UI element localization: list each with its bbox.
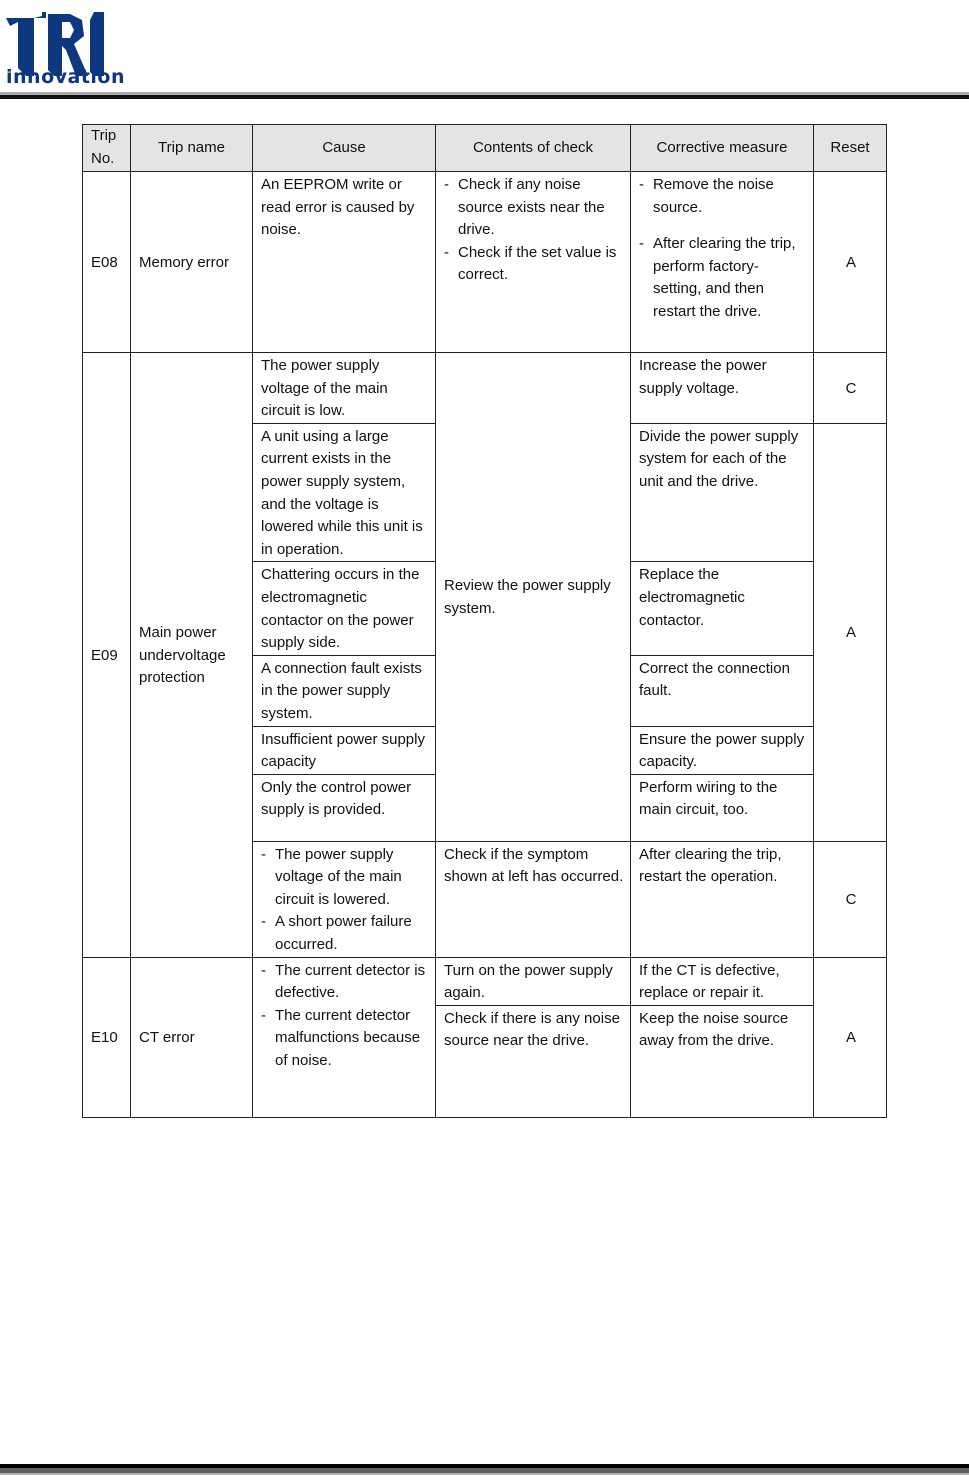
trip-no: E10: [82, 956, 131, 1118]
check: Turn on the power supply again.: [435, 956, 631, 1006]
cause: The power supply voltage of the main cir…: [252, 352, 436, 424]
list-item: After clearing the trip, perform factory…: [639, 233, 807, 323]
col-header-trip-name: Trip name: [130, 124, 253, 172]
trip-name: Main power undervoltage protection: [130, 352, 253, 958]
check: Review the power supply system.: [435, 352, 631, 842]
reset: C: [813, 352, 887, 424]
measure: Increase the power supply voltage.: [630, 352, 814, 424]
table-header-row: Trip No. Trip name Cause Contents of che…: [82, 124, 887, 172]
footer-rule: [0, 1464, 969, 1468]
cause: A connection fault exists in the power s…: [252, 654, 436, 727]
header-rule: [0, 95, 969, 99]
header-rule: [0, 92, 969, 95]
measure: If the CT is defective, replace or repai…: [630, 956, 814, 1006]
list-item: Remove the noise source.: [639, 174, 807, 219]
col-header-reset: Reset: [813, 124, 887, 172]
list-item: Check if any noise source exists near th…: [444, 174, 624, 242]
check: Check if the symptom shown at left has o…: [435, 840, 631, 958]
col-header-trip-no: Trip No.: [82, 124, 131, 172]
cause: Chattering occurs in the electromagnetic…: [252, 561, 436, 656]
list-item: The current detector malfunctions becaus…: [261, 1005, 429, 1073]
trip-table: Trip No. Trip name Cause Contents of che…: [82, 124, 887, 1118]
trip-name: Memory error: [130, 171, 253, 353]
table-row: A unit using a large current exists in t…: [83, 422, 887, 842]
reset: A: [813, 422, 887, 842]
footer-rule: [0, 1473, 969, 1475]
check: Check if any noise source exists near th…: [435, 171, 631, 353]
trip-name: CT error: [130, 956, 253, 1118]
table-row: Only the control power supply is provide…: [83, 773, 887, 842]
col-header-check: Contents of check: [435, 124, 631, 172]
col-header-measure: Corrective measure: [630, 124, 814, 172]
cause: An EEPROM write or read error is caused …: [252, 171, 436, 353]
footer-rule: [0, 1468, 969, 1473]
measure: Replace the electromagnetic contactor.: [630, 561, 814, 656]
trip-no: E08: [82, 171, 131, 353]
table-row: E09 Main power undervoltage protection T…: [82, 352, 887, 958]
table-row: Chattering occurs in the electromagnetic…: [83, 561, 887, 656]
check: Check if there is any noise source near …: [435, 1004, 631, 1118]
cause: The power supply voltage of the main cir…: [252, 840, 436, 958]
measure: After clearing the trip, restart the ope…: [630, 840, 814, 958]
measure: Perform wiring to the main circuit, too.: [630, 773, 814, 842]
table-row: A connection fault exists in the power s…: [83, 654, 887, 727]
table-row: Check if there is any noise source near …: [83, 1004, 887, 1118]
measure: Keep the noise source away from the driv…: [630, 1004, 814, 1118]
measure: Divide the power supply system for each …: [630, 422, 814, 563]
table-row: Insufficient power supply capacity Ensur…: [83, 725, 887, 775]
cause: The current detector is defective.The cu…: [252, 956, 436, 1118]
list-item: The power supply voltage of the main cir…: [261, 844, 429, 912]
col-header-cause: Cause: [252, 124, 436, 172]
reset: C: [813, 840, 887, 958]
table-row: E10 CT error The current detector is def…: [82, 956, 887, 1118]
measure: Correct the connection fault.: [630, 654, 814, 727]
trip-no: E09: [82, 352, 131, 958]
cause: Only the control power supply is provide…: [252, 773, 436, 842]
logo-wordmark: innovation: [6, 66, 125, 88]
list-item: A short power failure occurred.: [261, 911, 429, 956]
measure: Ensure the power supply capacity.: [630, 725, 814, 775]
reset: A: [813, 171, 887, 353]
reset: A: [813, 956, 887, 1118]
measure: Remove the noise source. After clearing t…: [630, 171, 814, 353]
cause: Insufficient power supply capacity: [252, 725, 436, 775]
list-item: The current detector is defective.: [261, 960, 429, 1005]
table-row: E08 Memory error An EEPROM write or read…: [82, 171, 887, 353]
cause: A unit using a large current exists in t…: [252, 422, 436, 563]
list-item: Check if the set value is correct.: [444, 242, 624, 287]
tri-logo: [6, 12, 104, 76]
